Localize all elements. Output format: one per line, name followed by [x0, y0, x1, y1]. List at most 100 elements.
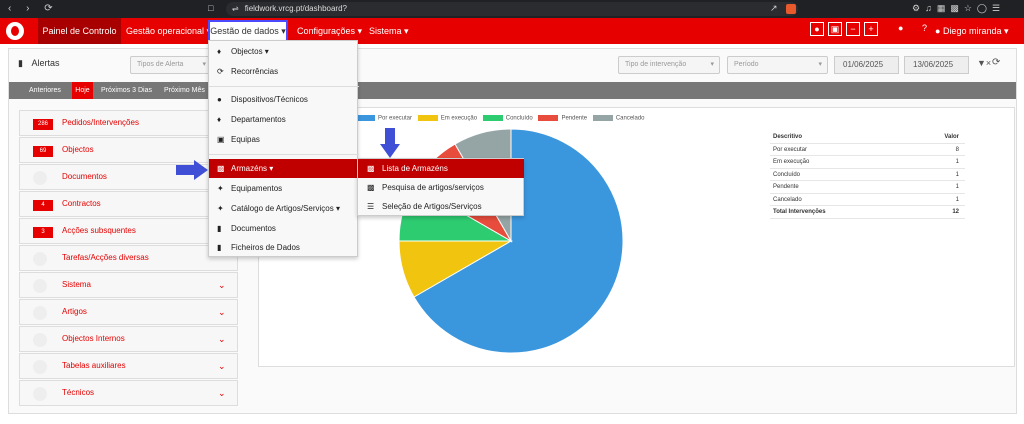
category-tarefas[interactable]: Tarefas/Acções diversas [19, 245, 238, 271]
category-artigos[interactable]: Artigos ⌄ [19, 299, 238, 325]
nav-painel-controlo[interactable]: Painel de Controlo [38, 18, 121, 44]
tools-icon: ✦ [217, 184, 224, 193]
legend-label: Em execução [440, 115, 478, 122]
menu-item-dispositivos[interactable]: ● Dispositivos/Técnicos [209, 90, 359, 109]
submenu-item-pesquisa[interactable]: ▩ Pesquisa de artigos/serviços [358, 178, 524, 197]
header-valor: Valor [944, 134, 959, 140]
vodafone-logo[interactable] [6, 22, 24, 40]
site-settings-icon[interactable]: ⇌ [232, 4, 239, 13]
nav-gestao-dados[interactable]: Gestão de dados [208, 20, 288, 42]
annotation-arrow-right [176, 160, 208, 180]
legend-item[interactable]: Concluído [482, 115, 533, 122]
empty-badge [33, 333, 47, 347]
submenu-item-label: Lista de Armazéns [382, 164, 448, 173]
menu-item-objectos[interactable]: ♦ Objectos [209, 42, 359, 61]
legend-label: Pendente [561, 115, 588, 122]
card-icon[interactable]: ▣ [828, 22, 842, 36]
row-value: 8 [955, 146, 959, 153]
legend-label: Por executar [378, 115, 413, 122]
category-list: 286 Pedidos/Intervenções 69 Objectos Docum… [19, 110, 238, 407]
table-row: Concluído 1 [770, 169, 965, 181]
share-icon[interactable]: ↗ [770, 3, 796, 14]
category-label: Contractos [62, 199, 101, 208]
category-objectos-internos[interactable]: Objectos Internos ⌄ [19, 326, 238, 352]
menu-item-armazens[interactable]: ▩ Armazéns [209, 159, 359, 178]
category-label: Objectos Internos [62, 334, 125, 343]
period-select[interactable]: Período ▾ [727, 56, 828, 74]
category-tabelas[interactable]: Tabelas auxiliares ⌄ [19, 353, 238, 379]
alerts-title-text: Alertas [31, 58, 60, 68]
category-label: Documentos [62, 172, 107, 181]
legend-item[interactable]: Por executar [355, 115, 412, 122]
category-contractos[interactable]: 4 Contractos [19, 191, 238, 217]
category-objectos[interactable]: 69 Objectos [19, 137, 238, 163]
legend-item[interactable]: Pendente [538, 115, 587, 122]
legend-item[interactable]: Em execução [417, 115, 478, 122]
empty-badge [33, 387, 47, 401]
alerts-title: ▮ Alertas [18, 58, 60, 68]
clear-filter-icon[interactable]: ▼× [977, 58, 992, 68]
submenu-item-label: Seleção de Artigos/Serviços [382, 202, 482, 211]
warehouse-icon: ▩ [367, 164, 375, 173]
category-label: Objectos [62, 145, 94, 154]
user-menu[interactable]: ● Diego miranda ▾ [935, 26, 1009, 36]
intervention-type-placeholder: Tipo de intervenção [625, 61, 687, 68]
alert-type-placeholder: Tipos de Alerta [137, 61, 184, 68]
row-value: 1 [955, 171, 959, 178]
category-pedidos[interactable]: 286 Pedidos/Intervenções [19, 110, 238, 136]
team-icon: ▣ [217, 135, 225, 144]
row-label: Por executar [773, 146, 808, 153]
legend-item[interactable]: Cancelado [592, 115, 645, 122]
date-to-input[interactable]: 13/06/2025 [904, 56, 969, 74]
tab-proximos-3-dias[interactable]: Próximos 3 Dias [101, 87, 152, 94]
cubes-icon: ♦ [217, 115, 222, 124]
chevron-down-icon: ▾ [818, 61, 822, 68]
category-tecnicos[interactable]: Técnicos ⌄ [19, 380, 238, 406]
intervention-type-select[interactable]: Tipo de intervenção ▾ [618, 56, 720, 74]
browser-nav-icons[interactable]: ‹ › ⟳ [8, 3, 59, 14]
armazens-submenu: ▩ Lista de Armazéns ▩ Pesquisa de artigos/… [357, 158, 524, 216]
row-label: Pendente [773, 184, 799, 190]
nav-sistema[interactable]: Sistema [369, 18, 409, 44]
zoom-out-button[interactable]: − [846, 22, 860, 36]
category-accoes[interactable]: 3 Acções subsquentes [19, 218, 238, 244]
table-total-row: Total Intervenções 12 [770, 206, 965, 219]
menu-item-equipamentos[interactable]: ✦ Equipamentos [209, 179, 359, 198]
bell-icon[interactable]: ● [898, 23, 904, 33]
empty-badge [33, 279, 47, 293]
menu-item-documentos[interactable]: ▮ Documentos [209, 219, 359, 238]
nav-gestao-operacional[interactable]: Gestão operacional [126, 18, 211, 44]
alert-type-select[interactable]: Tipos de Alerta ▾ [130, 56, 212, 74]
chevron-down-icon: ⌄ [218, 361, 226, 371]
submenu-item-lista-armazens[interactable]: ▩ Lista de Armazéns [358, 159, 524, 178]
zoom-in-button[interactable]: + [864, 22, 878, 36]
address-bar[interactable]: ⇌ fieldwork.vrcg.pt/dashboard? [226, 2, 798, 16]
tab-anteriores[interactable]: Anteriores [29, 87, 61, 94]
chat-icon[interactable]: ● [810, 22, 824, 36]
submenu-item-selecao[interactable]: ☰ Seleção de Artigos/Serviços [358, 197, 524, 216]
tab-hoje[interactable]: Hoje [72, 82, 93, 99]
url-text: fieldwork.vrcg.pt/dashboard? [244, 4, 347, 13]
refresh-icon[interactable]: ⟳ [992, 57, 1001, 68]
date-from-input[interactable]: 01/06/2025 [834, 56, 899, 74]
pie-slice-Por executar[interactable] [413, 128, 624, 354]
menu-item-recorrencias[interactable]: ⟳ Recorrências [209, 62, 359, 81]
brave-shield-icon[interactable] [785, 3, 796, 14]
table-row: Cancelado 1 [770, 194, 965, 206]
menu-item-catalogo[interactable]: ✦ Catálogo de Artigos/Serviços [209, 199, 359, 218]
gestao-dados-dropdown: ♦ Objectos ⟳ Recorrências ● Dispositivos/Té… [208, 40, 359, 257]
menu-item-ficheiros[interactable]: ▮ Ficheiros de Dados [209, 238, 359, 257]
help-icon[interactable]: ? [922, 23, 928, 33]
warehouse-icon: ▩ [217, 164, 225, 173]
extension-icons[interactable]: ⚙♫▦▩☆◯☰ [912, 3, 1006, 13]
row-label: Concluído [773, 171, 801, 178]
nav-configuracoes[interactable]: Configurações [297, 18, 362, 44]
menu-item-equipas[interactable]: ▣ Equipas [209, 130, 359, 149]
tab-proximo-mes[interactable]: Próximo Mês [164, 87, 205, 94]
empty-badge [33, 252, 47, 266]
cubes-icon: ♦ [217, 47, 222, 56]
category-sistema[interactable]: Sistema ⌄ [19, 272, 238, 298]
bookmark-icon[interactable]: □ [208, 3, 214, 13]
menu-item-departamentos[interactable]: ♦ Departamentos [209, 110, 359, 129]
menu-item-label: Dispositivos/Técnicos [231, 95, 308, 104]
